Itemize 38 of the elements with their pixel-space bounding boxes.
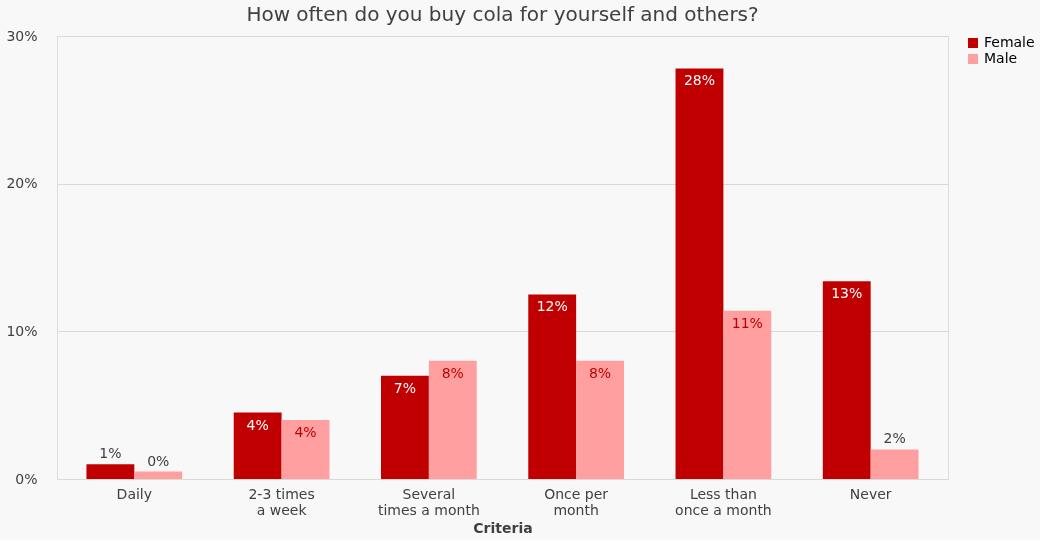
x-tick-label: Once per month	[544, 485, 609, 518]
bar	[822, 281, 871, 479]
data-label: 11%	[731, 314, 763, 331]
data-label: 4%	[294, 423, 317, 440]
bar	[134, 471, 183, 479]
bar	[675, 68, 724, 479]
legend-label: Female	[984, 34, 1035, 50]
legend-label: Male	[984, 50, 1018, 66]
bar	[576, 360, 624, 479]
y-tick-label: 20%	[6, 175, 38, 192]
data-label: 8%	[588, 364, 612, 381]
bar	[870, 449, 919, 479]
data-label: 28%	[683, 72, 716, 89]
data-label: 2%	[883, 430, 906, 447]
chart-title: How often do you buy cola for yourself and others?	[246, 2, 759, 26]
data-label: 8%	[441, 364, 464, 381]
y-tick-label: 30%	[6, 27, 38, 44]
y-tick-label: 0%	[15, 470, 38, 487]
x-tick-label: Daily	[116, 485, 153, 502]
bar	[381, 375, 429, 479]
data-label: 0%	[147, 452, 170, 469]
x-tick-label: 2-3 times a week	[248, 485, 315, 518]
data-label: 1%	[99, 445, 122, 462]
x-tick-label: Several times a month	[377, 485, 480, 518]
y-tick-label: 10%	[6, 322, 38, 339]
bar	[528, 294, 577, 479]
bar	[428, 360, 477, 479]
data-label: 12%	[536, 298, 568, 315]
bar	[86, 464, 135, 479]
bar	[723, 310, 772, 479]
bar	[281, 419, 330, 479]
data-label: 7%	[393, 379, 417, 396]
data-label: 13%	[831, 285, 863, 302]
x-axis-title: Criteria	[473, 519, 533, 536]
bar	[233, 412, 282, 479]
data-label: 4%	[246, 416, 269, 433]
x-tick-label: Never	[849, 485, 892, 502]
x-tick-label: Less than once a month	[675, 485, 772, 518]
